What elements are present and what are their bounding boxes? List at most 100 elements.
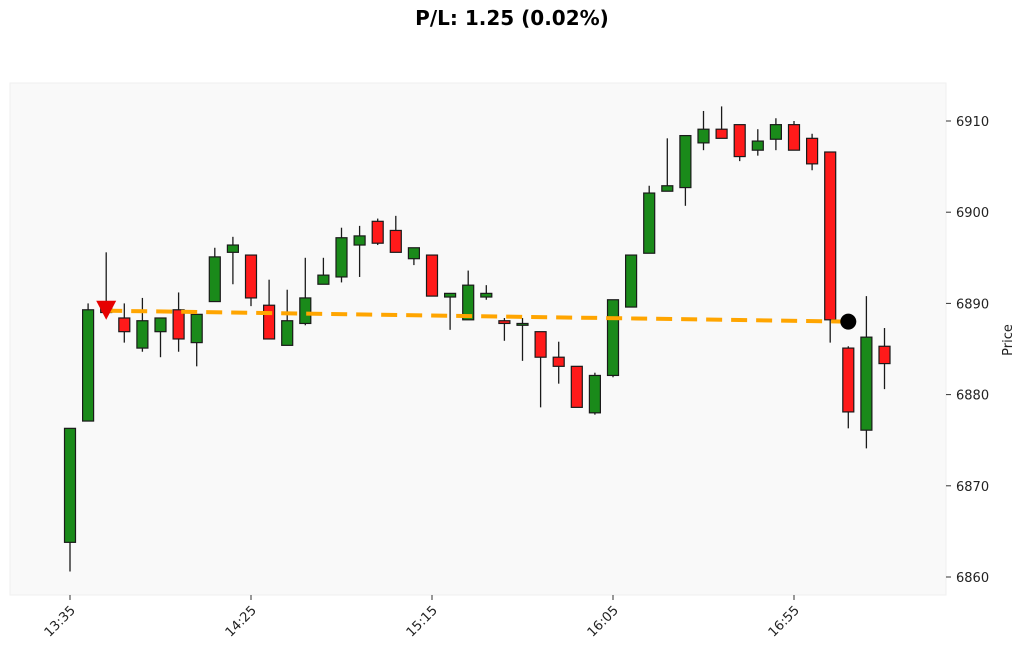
candle xyxy=(281,289,294,346)
candle-body xyxy=(136,320,149,349)
candle xyxy=(480,285,493,300)
y-axis: 6860 6870 6880 6890 6900 6910 xyxy=(946,115,989,586)
candle xyxy=(679,134,692,206)
candle-body xyxy=(226,244,239,253)
candle xyxy=(842,346,855,429)
candle xyxy=(353,225,366,277)
candle-body xyxy=(118,317,131,333)
candle xyxy=(606,299,620,378)
candle-body xyxy=(462,284,475,321)
candle-body xyxy=(190,313,203,344)
candle-body xyxy=(661,185,674,192)
candle xyxy=(552,341,565,384)
candle xyxy=(643,185,656,254)
y-tick-label: 6880 xyxy=(956,389,989,404)
x-tick-label: 14:25 xyxy=(223,603,260,640)
candle-body xyxy=(299,297,312,325)
x-tick-label: 15:15 xyxy=(404,603,441,640)
candle xyxy=(860,296,873,449)
candle xyxy=(263,279,276,340)
candle xyxy=(299,257,312,326)
candle-body xyxy=(842,347,855,413)
plot-area xyxy=(9,82,947,596)
candle xyxy=(570,365,583,408)
candle xyxy=(226,236,239,285)
candle-body xyxy=(63,427,77,543)
candle xyxy=(624,254,638,308)
candle xyxy=(63,427,77,572)
candle xyxy=(172,292,185,352)
candle xyxy=(805,133,819,171)
candle-body xyxy=(81,309,95,422)
x-axis: 13:35 14:25 15:15 16:05 16:55 xyxy=(42,595,803,640)
candle xyxy=(715,106,728,139)
candle xyxy=(208,247,221,303)
candle-body xyxy=(516,322,529,326)
candle-body xyxy=(498,320,511,325)
candle-body xyxy=(643,192,656,254)
candle-body xyxy=(697,128,710,144)
candle-body xyxy=(534,331,547,358)
candle-body xyxy=(715,128,728,139)
candle xyxy=(534,331,547,408)
x-tick-label: 13:35 xyxy=(42,603,79,640)
candle-body xyxy=(624,254,638,308)
candle xyxy=(154,317,167,358)
candle-body xyxy=(679,134,692,189)
candle xyxy=(878,328,891,390)
candle xyxy=(136,297,149,352)
candle-body xyxy=(787,124,801,151)
candle xyxy=(407,247,420,266)
candle-body xyxy=(480,292,493,298)
entry-marker-triangle-icon xyxy=(96,300,117,320)
y-tick-label: 6870 xyxy=(956,480,989,495)
candle-body xyxy=(389,229,402,253)
candle xyxy=(733,124,746,162)
candle-body xyxy=(371,220,384,244)
x-tick-label: 16:55 xyxy=(766,603,803,640)
candle xyxy=(516,317,529,361)
y-tick-label: 6900 xyxy=(956,206,989,221)
candle xyxy=(769,118,783,151)
candle xyxy=(824,151,837,343)
candle-body xyxy=(263,304,276,340)
chart-title: P/L: 1.25 (0.02%) xyxy=(415,6,609,30)
candle xyxy=(661,138,674,192)
candle-body xyxy=(244,254,258,299)
candle-body xyxy=(570,365,583,408)
candle-body xyxy=(172,309,185,340)
candle-body xyxy=(588,374,602,414)
candle-body xyxy=(335,237,348,278)
candle-body xyxy=(444,292,457,298)
candle-body xyxy=(769,124,783,140)
candle xyxy=(588,372,602,415)
candle xyxy=(462,270,475,321)
candle-body xyxy=(407,247,420,260)
candle-body xyxy=(824,151,837,321)
candle-body xyxy=(317,274,330,285)
candle xyxy=(425,254,439,297)
candle-body xyxy=(733,124,746,158)
candle-body xyxy=(552,356,565,367)
candle-body xyxy=(878,345,891,365)
trade-overlay xyxy=(96,300,857,330)
candle xyxy=(787,121,801,151)
candle xyxy=(244,254,258,307)
y-axis-label: Price xyxy=(1001,324,1016,356)
y-tick-label: 6910 xyxy=(956,115,989,130)
candle xyxy=(389,215,402,253)
candle xyxy=(697,110,710,151)
candle xyxy=(371,218,384,246)
candle xyxy=(317,257,330,285)
candle-body xyxy=(281,320,294,346)
candle-body xyxy=(860,336,873,431)
candle-body xyxy=(425,254,439,297)
candle-body xyxy=(751,140,764,151)
y-tick-label: 6890 xyxy=(956,297,989,312)
exit-marker-circle-icon xyxy=(840,313,857,330)
candle xyxy=(498,317,511,341)
candle xyxy=(118,303,131,343)
candle xyxy=(190,313,203,367)
candle-body xyxy=(208,256,221,303)
